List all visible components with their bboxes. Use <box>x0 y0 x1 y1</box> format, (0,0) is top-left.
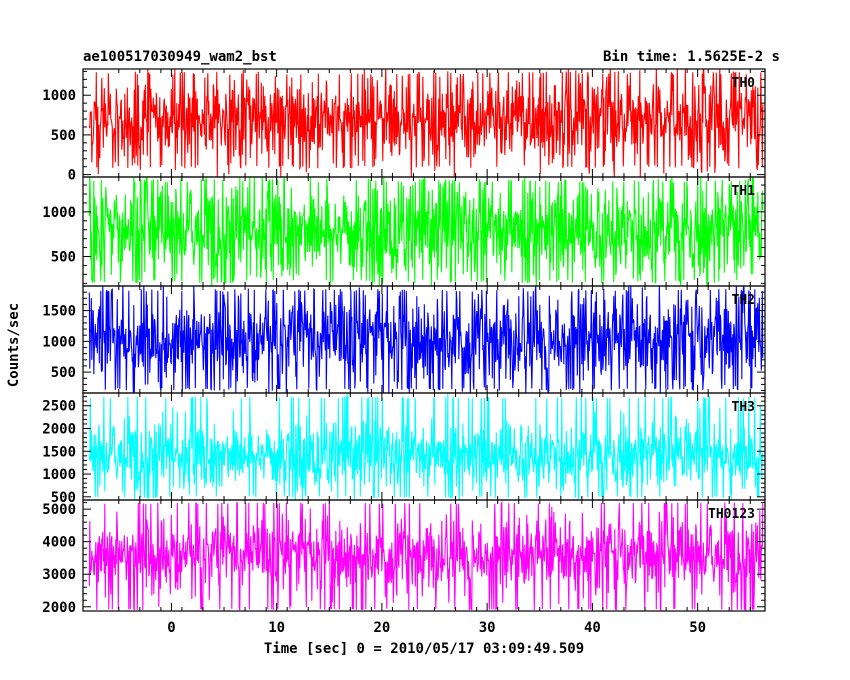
x-tick-label: 30 <box>479 620 496 636</box>
panels: 0 500 1000 TH0 500 1000 TH1 500 1000 1500 TH2 500 10… <box>42 68 766 616</box>
y-tick-label: 4000 <box>42 535 76 551</box>
panel-th3: 500 1000 1500 2000 2500 TH3 <box>42 392 766 506</box>
x-axis-label: Time [sec] 0 = 2010/05/17 03:09:49.509 <box>264 641 584 657</box>
y-tick-label: 0 <box>68 168 76 184</box>
series-label-th0: TH0 <box>732 76 756 91</box>
y-tick-label: 500 <box>51 490 76 506</box>
x-tick-labels: 0 10 20 30 40 50 <box>167 620 706 636</box>
series-trace-th0 <box>88 69 764 177</box>
panel-th0: 0 500 1000 TH0 <box>42 68 766 184</box>
y-tick-label: 500 <box>51 128 76 144</box>
x-tick-label: 50 <box>689 620 706 636</box>
y-tick-label: 2500 <box>42 399 76 415</box>
panel-th2: 500 1000 1500 TH2 <box>42 285 766 394</box>
y-tick-label: 2000 <box>42 422 76 438</box>
series-label-th2: TH2 <box>732 293 755 308</box>
x-tick-label: 40 <box>584 620 601 636</box>
y-axis-label: Counts/sec <box>6 303 22 387</box>
x-tick-label: 20 <box>373 620 390 636</box>
series-label-th1: TH1 <box>732 184 756 199</box>
panel-frame <box>82 499 766 612</box>
panel-th0123: 2000 3000 4000 5000 TH0123 <box>42 499 766 616</box>
y-tick-label: 2000 <box>42 600 76 616</box>
series-trace-th1 <box>88 177 764 286</box>
series-trace-th0123 <box>88 500 764 611</box>
y-tick-label: 1000 <box>42 205 76 221</box>
y-tick-label: 1500 <box>42 304 76 320</box>
series-trace-th2 <box>88 286 764 393</box>
series-label-th0123: TH0123 <box>708 507 755 522</box>
y-tick-label: 1000 <box>42 334 76 350</box>
panel-th1: 500 1000 TH1 <box>42 176 766 287</box>
x-tick-label: 0 <box>167 620 175 636</box>
x-tick-label: 10 <box>268 620 285 636</box>
y-tick-label: 500 <box>51 250 76 266</box>
chart-title-left: ae100517030949_wam2_bst <box>83 49 277 65</box>
y-tick-label: 1500 <box>42 444 76 460</box>
y-tick-label: 1000 <box>42 88 76 104</box>
y-tick-label: 1000 <box>42 467 76 483</box>
y-tick-label: 3000 <box>42 567 76 583</box>
series-trace-th3 <box>88 393 764 500</box>
y-tick-label: 500 <box>51 365 76 381</box>
chart-title-right: Bin time: 1.5625E-2 s <box>603 49 780 65</box>
series-label-th3: TH3 <box>732 400 755 415</box>
y-tick-label: 5000 <box>42 502 76 518</box>
